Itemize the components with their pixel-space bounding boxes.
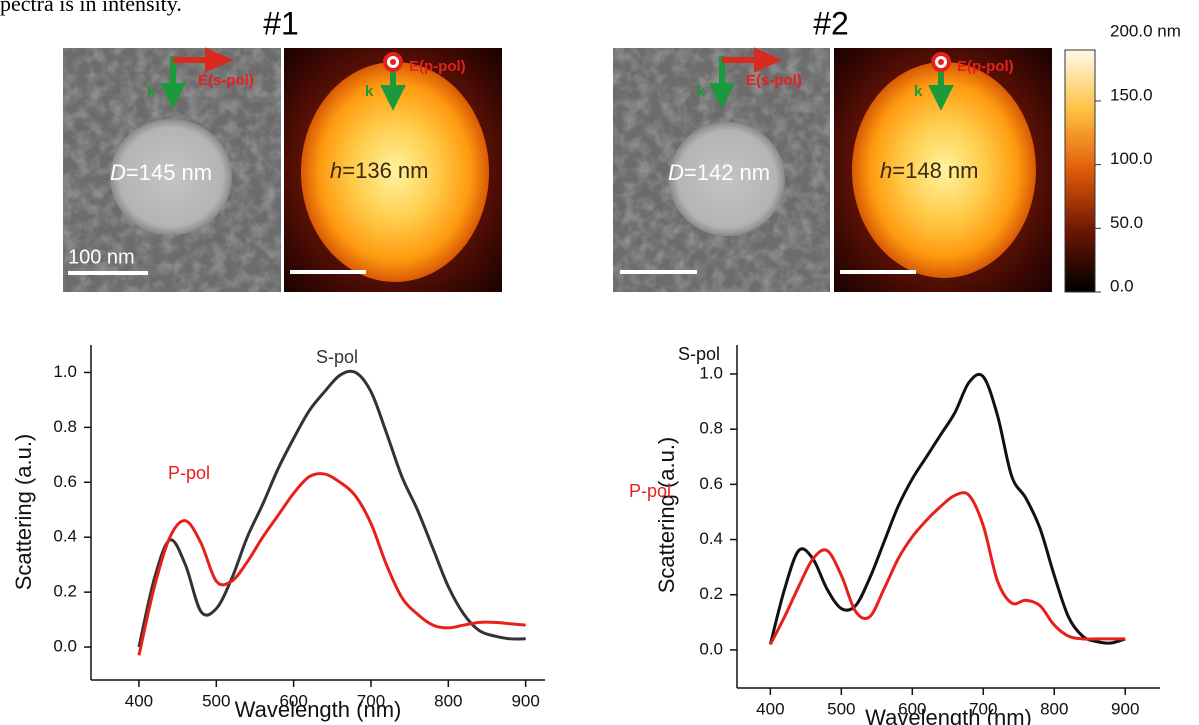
measure: =142 nm [684, 160, 770, 185]
colorbar-label: 50.0 [1110, 213, 1143, 232]
x-tick-label: 400 [756, 699, 784, 718]
measure: =136 nm [342, 158, 428, 183]
diameter: D=145 nm [110, 160, 212, 185]
x-tick-label: 400 [125, 691, 153, 710]
e-label: E(s-pol) [198, 72, 254, 89]
panel-title: #2 [813, 5, 849, 41]
caption-fragment: pectra is in intensity. [0, 0, 182, 16]
y-tick-label: 0.2 [699, 584, 723, 603]
colorbar-label: 100.0 [1110, 149, 1153, 168]
sem-image: 100 nm k E(s-pol) D=145 nm [63, 47, 281, 292]
height: h=148 nm [880, 158, 978, 183]
var: h [880, 158, 892, 183]
e-label: E(p-pol) [957, 58, 1014, 75]
chart: 0.0 0.2 0.4 0.6 0.8 1.0 400 500 600 700 800 900 Wave… [629, 344, 1160, 725]
line [137, 369, 526, 648]
chart: 0.0 0.2 0.4 0.6 0.8 1.0 400 500 600 700 800 900 Wave… [11, 345, 545, 722]
y-tick-label: 0.8 [53, 417, 77, 436]
line [768, 372, 1126, 645]
colorbar-label: 0.0 [1110, 276, 1134, 295]
colorbar-label: 200.0 nm [1110, 22, 1181, 41]
y-tick-label: 0.6 [699, 474, 723, 493]
x-axis-label: Wavelength (nm) [865, 705, 1032, 725]
x-axis-label: Wavelength (nm) [235, 697, 402, 722]
x-tick-label: 500 [202, 691, 230, 710]
y-tick-label: 1.0 [53, 362, 77, 381]
x-tick-label: 600 [279, 691, 307, 710]
y-tick-label: 0.4 [699, 529, 723, 548]
afm-image: k E(p-pol) h=148 nm [834, 48, 1052, 292]
k-label: k [365, 83, 374, 100]
x-tick-label: 600 [898, 699, 926, 718]
panel-title: #1 [263, 5, 299, 41]
x-tick-label: 800 [434, 691, 462, 710]
afm-image: k E(p-pol) h=136 nm [284, 48, 502, 292]
series-label: P-pol [168, 463, 210, 483]
y-tick-label: 0.0 [699, 639, 723, 658]
y-axis-label: Scattering (a.u.) [654, 437, 679, 594]
series-label: S-pol [316, 347, 358, 367]
e-label: E(s-pol) [746, 72, 802, 89]
var: D [668, 160, 684, 185]
diameter: D=142 nm [668, 160, 770, 185]
y-tick-label: 0.0 [53, 637, 77, 656]
k-label: k [914, 83, 923, 100]
k-label: k [147, 83, 156, 100]
x-tick-label: 800 [1040, 699, 1068, 718]
series-label: S-pol [678, 344, 720, 364]
y-tick-label: 0.8 [699, 419, 723, 438]
x-tick-label: 900 [1111, 699, 1139, 718]
y-tick-label: 0.2 [53, 582, 77, 601]
e-label: E(p-pol) [409, 58, 466, 75]
colorbar-label: 150.0 [1110, 85, 1153, 104]
x-tick-label: 900 [511, 691, 539, 710]
x-tick-label: 700 [969, 699, 997, 718]
line [137, 472, 526, 656]
var: h [330, 158, 342, 183]
y-axis-label: Scattering (a.u.) [11, 434, 36, 591]
sem-image: k E(s-pol) D=142 nm [613, 47, 830, 292]
series-label: P-pol [629, 481, 671, 501]
line [769, 491, 1126, 646]
measure: =145 nm [126, 160, 212, 185]
y-tick-label: 0.4 [53, 527, 77, 546]
measure: =148 nm [892, 158, 978, 183]
y-tick-label: 0.6 [53, 472, 77, 491]
scale-label: 100 nm [68, 246, 135, 268]
y-tick-label: 1.0 [699, 363, 723, 382]
x-tick-label: 500 [827, 699, 855, 718]
colorbar [1064, 49, 1096, 293]
k-label: k [697, 83, 706, 100]
height: h=136 nm [330, 158, 428, 183]
var: D [110, 160, 126, 185]
x-tick-label: 700 [357, 691, 385, 710]
